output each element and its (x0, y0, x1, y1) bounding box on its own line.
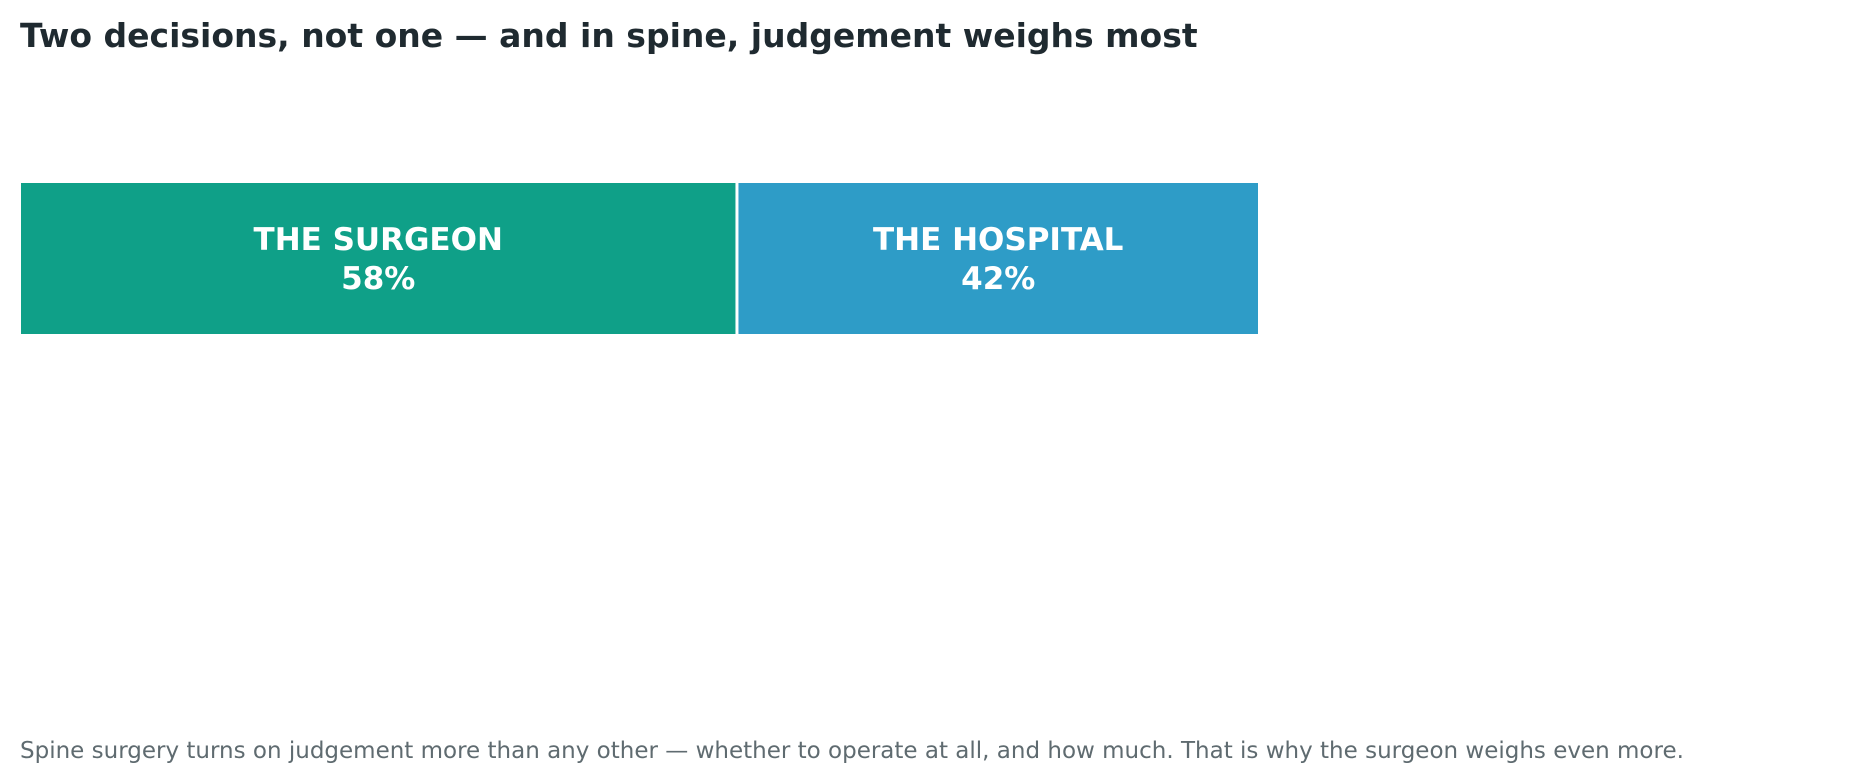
bar-segment-the-surgeon (21, 183, 736, 334)
segment-value-the-hospital: 42% (961, 261, 1035, 297)
chart-title: Two decisions, not one — and in spine, j… (20, 16, 1198, 55)
segment-label-the-surgeon: THE SURGEON (254, 222, 503, 258)
segment-label-the-hospital: THE HOSPITAL (873, 222, 1123, 258)
segment-value-the-surgeon: 58% (341, 261, 415, 297)
bar-segment-the-hospital (738, 183, 1258, 334)
chart-caption: Spine surgery turns on judgement more th… (20, 738, 1684, 764)
